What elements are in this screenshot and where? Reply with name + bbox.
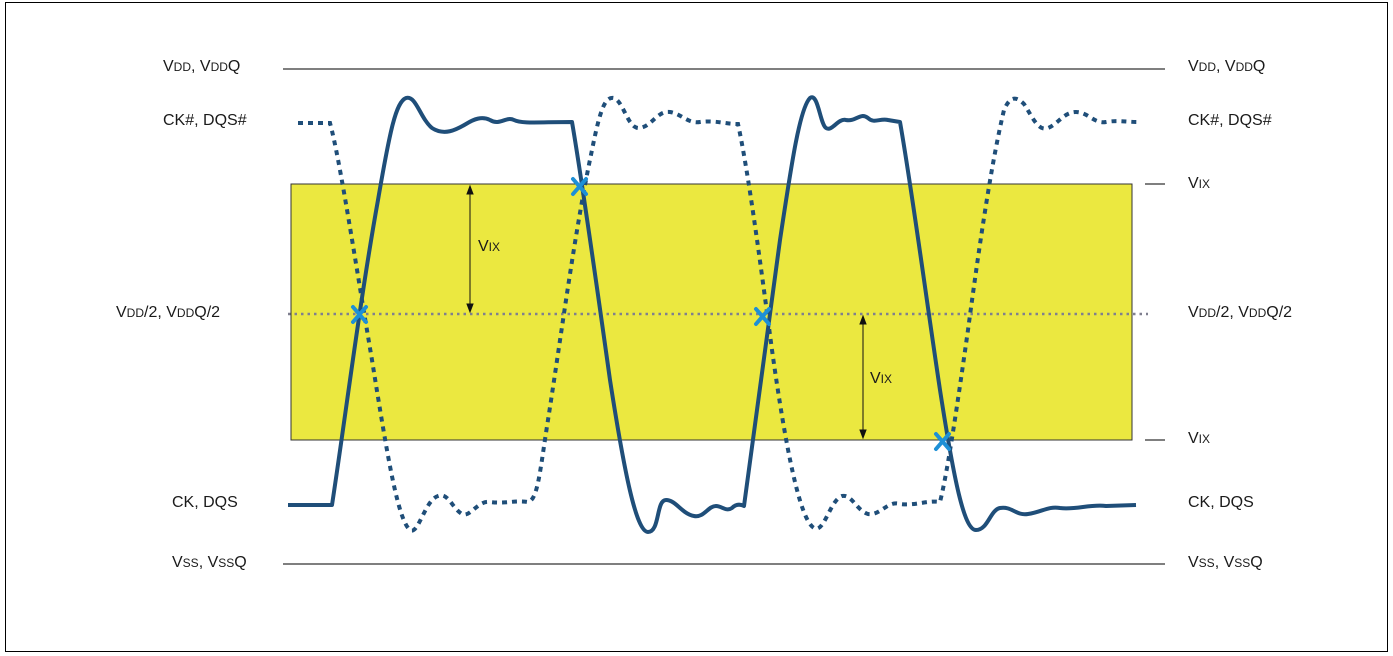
left-label-vdd: VDD, VDDQ bbox=[163, 58, 241, 75]
left-label-vss: VSS, VSSQ bbox=[172, 554, 247, 571]
vix-band bbox=[290, 183, 1133, 441]
x-mark-icon bbox=[571, 177, 588, 196]
vix-lower-arrow bbox=[859, 314, 867, 440]
right-label-vdd-half: VDD/2, VDDQ/2 bbox=[1188, 304, 1293, 321]
right-label-ck: CK, DQS bbox=[1188, 494, 1254, 511]
right-label-vix-bottom: VIX bbox=[1188, 430, 1211, 447]
left-label-ck-n: CK#, DQS# bbox=[163, 112, 247, 129]
vix-upper-arrow bbox=[466, 184, 474, 314]
right-label-vss: VSS, VSSQ bbox=[1188, 554, 1263, 571]
right-label-vdd: VDD, VDDQ bbox=[1188, 58, 1266, 75]
left-label-vdd-half: VDD/2, VDDQ/2 bbox=[116, 304, 221, 321]
left-label-ck: CK, DQS bbox=[172, 494, 238, 511]
x-mark-icon bbox=[754, 307, 771, 326]
x-mark-icon bbox=[934, 432, 951, 451]
ck-signal bbox=[288, 95, 1137, 534]
right-label-ck-n: CK#, DQS# bbox=[1188, 112, 1272, 129]
vix-upper-label: VIX bbox=[478, 238, 501, 255]
ck-n-signal bbox=[298, 95, 1139, 533]
vix-lower-label: VIX bbox=[870, 370, 893, 387]
right-label-vix-top: VIX bbox=[1188, 175, 1211, 192]
x-mark-icon bbox=[351, 305, 368, 324]
